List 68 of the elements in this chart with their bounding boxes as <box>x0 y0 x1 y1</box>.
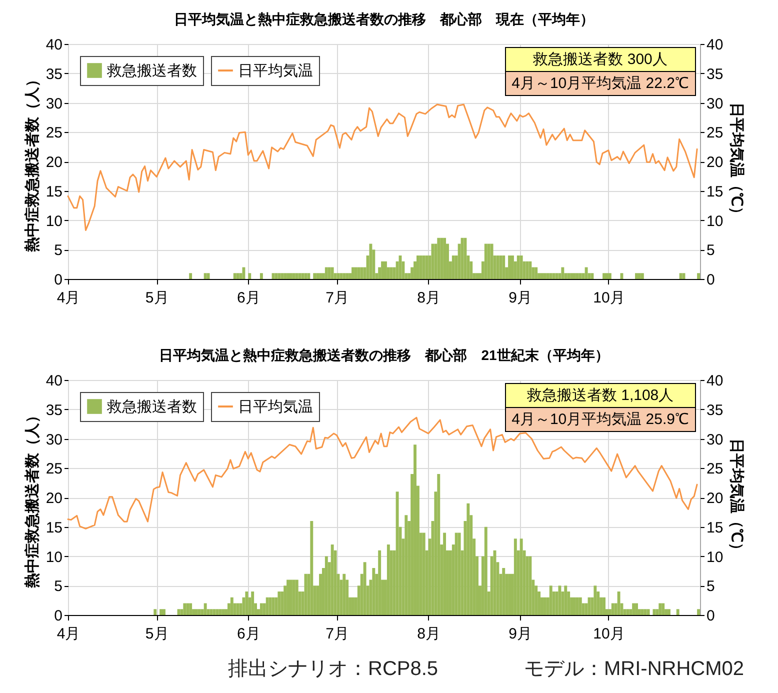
y-tick-label: 5 <box>54 242 62 260</box>
y2-tick-label: 35 <box>706 402 724 419</box>
y2-tick-label: 0 <box>706 608 715 624</box>
annotation: 救急搬送者数 1,108人 <box>506 384 695 407</box>
y2-tick-label: 15 <box>706 183 724 200</box>
legend-label: 救急搬送者数 <box>106 62 197 80</box>
y2-tick-label: 30 <box>706 431 724 448</box>
y-tick-label: 15 <box>46 183 62 200</box>
y2-tick-label: 5 <box>706 578 715 596</box>
y2-tick-label: 0 <box>706 272 715 288</box>
legend-label: 日平均気温 <box>238 398 313 416</box>
x-tick-label: 10月 <box>593 626 625 642</box>
x-tick-label: 10月 <box>593 290 625 306</box>
y-tick-label: 10 <box>46 212 62 230</box>
x-tick-label: 5月 <box>145 290 169 306</box>
y-tick-label: 35 <box>46 66 62 83</box>
text: 排出シナリオ：RCP8.5 <box>228 657 438 682</box>
y-tick-label: 5 <box>54 578 62 596</box>
x-tick-label: 6月 <box>236 626 260 642</box>
y-axis-title: 熱中症救急搬送者数（人） <box>24 408 41 589</box>
x-tick-label: 5月 <box>145 626 169 642</box>
text: モデル：MRI-NRHCM02 <box>524 657 744 682</box>
annotation: 救急搬送者数 300人 <box>506 48 695 71</box>
y2-tick-label: 5 <box>706 242 715 260</box>
y2-tick-label: 40 <box>706 36 724 54</box>
y-tick-label: 20 <box>46 490 62 507</box>
note-box: 救急搬送者数 300人 4月～10月平均気温 22.2℃ <box>504 47 696 96</box>
y-tick-label: 15 <box>46 519 62 536</box>
y2-tick-label: 20 <box>706 154 724 171</box>
y2-axis-title: 日平均気温（℃） <box>728 438 746 558</box>
y2-axis-title: 日平均気温（℃） <box>728 102 746 222</box>
annotation: 4月～10月平均気温 25.9℃ <box>506 407 695 431</box>
legend-label: 救急搬送者数 <box>106 398 197 416</box>
x-tick-label: 9月 <box>508 626 532 642</box>
y2-tick-label: 35 <box>706 66 724 83</box>
x-tick-label: 8月 <box>417 626 440 642</box>
annotation: 4月～10月平均気温 22.2℃ <box>506 71 695 95</box>
y2-tick-label: 25 <box>706 460 724 478</box>
y-tick-label: 20 <box>46 154 62 171</box>
y-tick-label: 30 <box>46 431 62 448</box>
x-tick-label: 7月 <box>326 290 349 306</box>
x-tick-label: 9月 <box>508 290 532 306</box>
y-axis-title: 熱中症救急搬送者数（人） <box>24 72 41 253</box>
x-tick-label: 4月 <box>56 290 80 306</box>
y-tick-label: 40 <box>46 36 62 54</box>
y-tick-label: 0 <box>54 608 62 624</box>
y2-tick-label: 40 <box>706 372 724 390</box>
y2-tick-label: 15 <box>706 519 724 536</box>
y2-tick-label: 25 <box>706 124 724 142</box>
y-tick-label: 0 <box>54 272 62 288</box>
x-tick-label: 7月 <box>326 626 349 642</box>
y2-tick-label: 20 <box>706 490 724 507</box>
y2-tick-label: 10 <box>706 548 724 566</box>
y-tick-label: 25 <box>46 124 62 142</box>
note-box: 救急搬送者数 1,108人 4月～10月平均気温 25.9℃ <box>504 383 696 432</box>
y-tick-label: 25 <box>46 460 62 478</box>
y2-tick-label: 30 <box>706 95 724 112</box>
legend-label: 日平均気温 <box>238 62 313 80</box>
x-tick-label: 4月 <box>56 626 80 642</box>
y2-tick-label: 10 <box>706 212 724 230</box>
y-tick-label: 10 <box>46 548 62 566</box>
x-tick-label: 8月 <box>417 290 440 306</box>
y-tick-label: 30 <box>46 95 62 112</box>
chart-title: 日平均気温と熱中症救急搬送者数の推移 都心部 21世紀末（平均年） <box>159 347 609 363</box>
chart-title: 日平均気温と熱中症救急搬送者数の推移 都心部 現在（平均年） <box>174 11 594 27</box>
x-tick-label: 6月 <box>236 290 260 306</box>
y-tick-label: 40 <box>46 372 62 390</box>
y-tick-label: 35 <box>46 402 62 419</box>
